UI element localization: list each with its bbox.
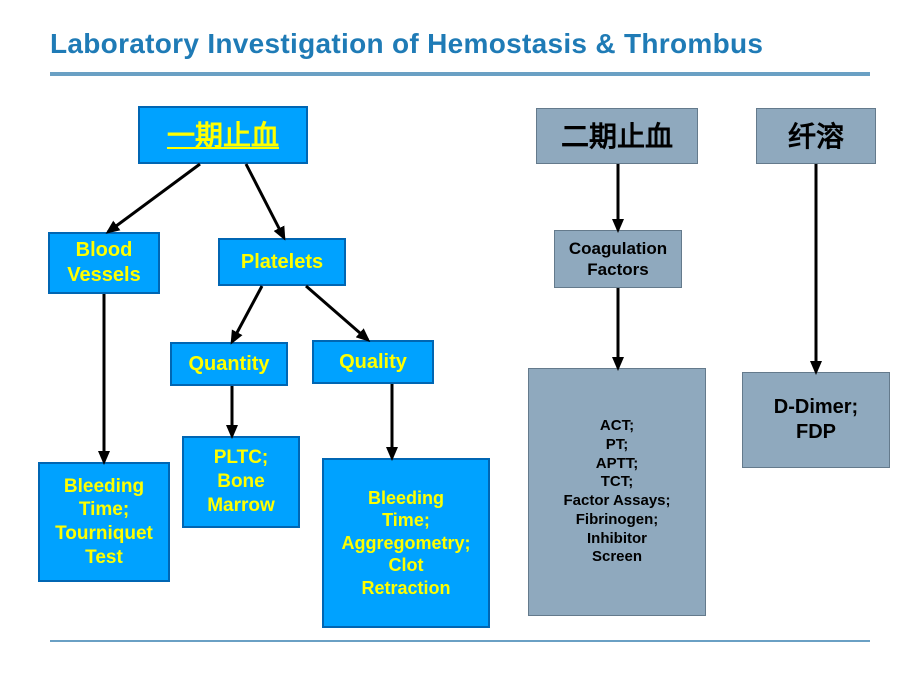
page-title: Laboratory Investigation of Hemostasis &…	[50, 28, 763, 60]
node-pltc-bone-marrow: PLTC;BoneMarrow	[182, 436, 300, 528]
divider-top	[50, 72, 870, 76]
node-quality: Quality	[312, 340, 434, 384]
node-secondary-hemostasis: 二期止血	[536, 108, 698, 164]
node-label: BleedingTime;TourniquetTest	[55, 475, 153, 570]
node-label: Quality	[339, 350, 407, 375]
node-label: D-Dimer;FDP	[774, 395, 858, 445]
node-label: Quantity	[188, 352, 269, 377]
node-d-dimer-fdp: D-Dimer;FDP	[742, 372, 890, 468]
node-fibrinolysis: 纤溶	[756, 108, 876, 164]
node-label: BloodVessels	[67, 238, 140, 288]
node-platelets: Platelets	[218, 238, 346, 286]
node-label: 纤溶	[788, 119, 844, 154]
node-label: 二期止血	[561, 119, 673, 154]
node-label: BleedingTime;Aggregometry;ClotRetraction	[341, 487, 470, 600]
node-coagulation-tests: ACT;PT;APTT;TCT;Factor Assays;Fibrinogen…	[528, 368, 706, 616]
node-blood-vessels: BloodVessels	[48, 232, 160, 294]
node-label: 一期止血	[167, 118, 279, 153]
node-coagulation-factors: CoagulationFactors	[554, 230, 682, 288]
node-label: CoagulationFactors	[569, 238, 667, 281]
node-label: Platelets	[241, 250, 323, 275]
node-bleeding-time-tourniquet: BleedingTime;TourniquetTest	[38, 462, 170, 582]
node-label: PLTC;BoneMarrow	[207, 446, 275, 517]
diagram-stage: { "title": "Laboratory Investigation of …	[0, 0, 920, 690]
node-aggregometry: BleedingTime;Aggregometry;ClotRetraction	[322, 458, 490, 628]
node-primary-hemostasis: 一期止血	[138, 106, 308, 164]
node-label: ACT;PT;APTT;TCT;Factor Assays;Fibrinogen…	[564, 417, 671, 567]
divider-bottom	[50, 640, 870, 642]
node-quantity: Quantity	[170, 342, 288, 386]
